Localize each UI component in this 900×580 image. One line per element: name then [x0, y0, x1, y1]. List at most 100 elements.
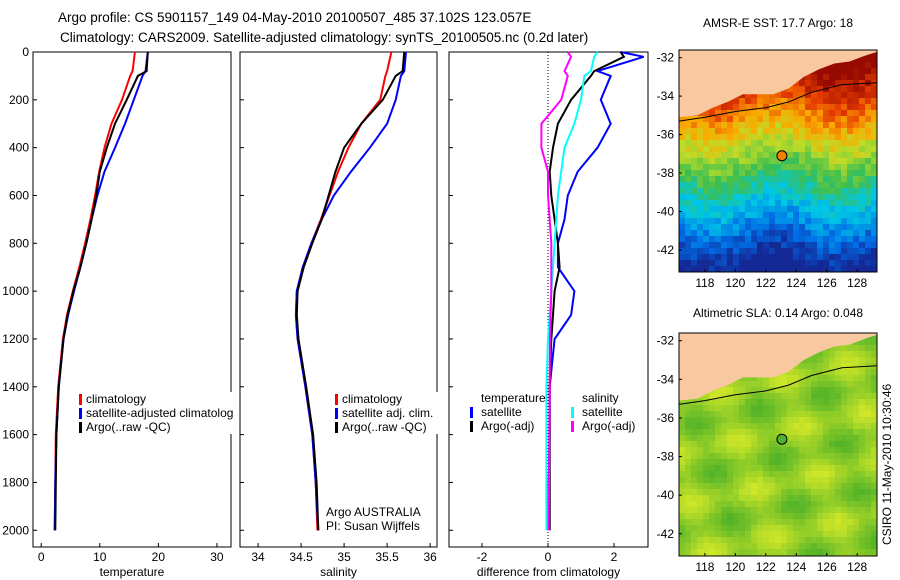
- map-cell: [703, 441, 709, 447]
- map-cell: [697, 128, 703, 134]
- map-cell: [829, 513, 835, 519]
- map-cell: [811, 411, 817, 417]
- map-cell: [871, 387, 877, 393]
- map-cell: [745, 525, 751, 531]
- map-cell: [679, 212, 685, 218]
- map-cell: [799, 399, 805, 405]
- map-cell: [817, 411, 823, 417]
- map-cell: [769, 543, 775, 549]
- map-cell: [787, 381, 793, 387]
- map-cell: [769, 206, 775, 212]
- map-cell: [745, 507, 751, 513]
- map-cell: [727, 116, 733, 122]
- map-cell: [853, 459, 859, 465]
- map-cell: [859, 471, 865, 477]
- map-cell: [811, 393, 817, 399]
- map-cell: [817, 92, 823, 98]
- map-cell: [703, 471, 709, 477]
- map-cell: [781, 218, 787, 224]
- map-cell: [823, 495, 829, 501]
- map-cell: [685, 146, 691, 152]
- map-cell: [799, 393, 805, 399]
- map-cell: [709, 152, 715, 158]
- map-cell: [757, 236, 763, 242]
- map-cell: [853, 507, 859, 513]
- map-cell: [805, 224, 811, 230]
- map-cell: [871, 248, 877, 254]
- map-cell: [871, 128, 877, 134]
- map-cell: [721, 122, 727, 128]
- map-cell: [865, 140, 871, 146]
- map-cell: [793, 441, 799, 447]
- map-cell: [787, 128, 793, 134]
- map-cell: [733, 254, 739, 260]
- map-cell: [817, 116, 823, 122]
- map-cell: [703, 507, 709, 513]
- map-cell: [703, 495, 709, 501]
- map-cell: [871, 86, 877, 92]
- map-cell: [727, 128, 733, 134]
- map-cell: [679, 260, 685, 266]
- map-cell: [787, 116, 793, 122]
- map-cell: [865, 56, 871, 62]
- annotation-text: Argo AUSTRALIA: [326, 505, 421, 519]
- map-cell: [811, 387, 817, 393]
- map-cell: [775, 519, 781, 525]
- map-cell: [745, 98, 751, 104]
- map-cell: [799, 459, 805, 465]
- plot-frame: [239, 51, 438, 548]
- map-cell: [871, 152, 877, 158]
- map-cell: [715, 206, 721, 212]
- map-cell: [679, 176, 685, 182]
- map-cell: [715, 387, 721, 393]
- map-cell: [751, 164, 757, 170]
- map-cell: [805, 369, 811, 375]
- map-cell: [871, 260, 877, 266]
- map-cell: [829, 122, 835, 128]
- map-cell: [787, 537, 793, 543]
- map-cell: [859, 441, 865, 447]
- map-cell: [733, 188, 739, 194]
- map-cell: [787, 435, 793, 441]
- map-cell: [739, 549, 745, 555]
- map-cell: [709, 176, 715, 182]
- map-cell: [775, 122, 781, 128]
- y-tick-label: -38: [657, 450, 675, 464]
- map-cell: [745, 242, 751, 248]
- map-cell: [781, 254, 787, 260]
- map-cell: [835, 345, 841, 351]
- map-cell: [739, 230, 745, 236]
- map-cell: [691, 477, 697, 483]
- map-cell: [811, 525, 817, 531]
- map-cell: [799, 164, 805, 170]
- map-cell: [841, 164, 847, 170]
- map-cell: [841, 170, 847, 176]
- map-cell: [859, 369, 865, 375]
- map-cell: [679, 453, 685, 459]
- map-cell: [841, 393, 847, 399]
- land-mass: [679, 333, 877, 401]
- map-cell: [859, 339, 865, 345]
- map-cell: [745, 405, 751, 411]
- map-cell: [841, 158, 847, 164]
- map-cell: [811, 206, 817, 212]
- map-cell: [757, 399, 763, 405]
- map-cell: [853, 170, 859, 176]
- x-tick-label: 120: [725, 276, 745, 290]
- map-cell: [733, 260, 739, 266]
- map-cell: [697, 441, 703, 447]
- map-cell: [805, 495, 811, 501]
- map-cell: [733, 194, 739, 200]
- map-cell: [757, 104, 763, 110]
- shelf-contour: [678, 365, 878, 405]
- map-cell: [805, 525, 811, 531]
- map-cell: [853, 537, 859, 543]
- map-cell: [769, 260, 775, 266]
- map-cell: [799, 170, 805, 176]
- map-cell: [715, 447, 721, 453]
- map-cell: [697, 477, 703, 483]
- x-axis-label: difference from climatology: [477, 565, 620, 579]
- map-cell: [721, 110, 727, 116]
